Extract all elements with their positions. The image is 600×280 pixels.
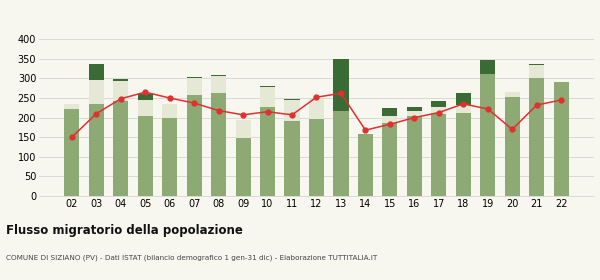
Bar xyxy=(64,109,79,196)
Bar xyxy=(284,121,299,196)
Bar xyxy=(236,120,251,138)
Bar xyxy=(64,104,79,109)
Bar xyxy=(89,64,104,80)
Bar xyxy=(407,111,422,116)
Text: Flusso migratorio della popolazione: Flusso migratorio della popolazione xyxy=(6,224,243,237)
Bar xyxy=(554,82,569,196)
Bar xyxy=(211,76,226,93)
Bar xyxy=(309,119,324,196)
Bar xyxy=(505,92,520,97)
Bar xyxy=(505,97,520,196)
Bar xyxy=(456,113,471,196)
Bar xyxy=(334,59,349,111)
Bar xyxy=(382,116,397,123)
Bar xyxy=(187,95,202,196)
Bar xyxy=(431,107,446,114)
Bar xyxy=(187,78,202,95)
Bar xyxy=(211,93,226,196)
Bar xyxy=(358,134,373,196)
Bar xyxy=(260,86,275,87)
Bar xyxy=(260,87,275,107)
Bar xyxy=(529,65,544,78)
Bar xyxy=(431,101,446,107)
Bar xyxy=(211,75,226,76)
Bar xyxy=(382,123,397,196)
Bar xyxy=(236,138,251,196)
Bar xyxy=(162,118,177,196)
Bar xyxy=(113,79,128,81)
Bar xyxy=(309,99,324,119)
Bar xyxy=(284,100,299,121)
Bar xyxy=(113,101,128,196)
Bar xyxy=(334,111,349,196)
Bar xyxy=(431,114,446,196)
Bar xyxy=(480,74,496,196)
Bar xyxy=(407,116,422,196)
Bar xyxy=(260,107,275,196)
Bar xyxy=(162,104,177,118)
Bar xyxy=(407,107,422,111)
Bar xyxy=(187,77,202,78)
Bar xyxy=(529,64,544,65)
Bar xyxy=(382,108,397,116)
Bar xyxy=(456,93,471,105)
Bar xyxy=(89,104,104,196)
Bar xyxy=(137,100,153,116)
Text: COMUNE DI SIZIANO (PV) - Dati ISTAT (bilancio demografico 1 gen-31 dic) - Elabor: COMUNE DI SIZIANO (PV) - Dati ISTAT (bil… xyxy=(6,255,377,261)
Bar xyxy=(480,60,496,74)
Bar xyxy=(137,94,153,100)
Bar xyxy=(113,81,128,101)
Bar xyxy=(89,80,104,104)
Bar xyxy=(284,99,299,100)
Bar xyxy=(456,105,471,113)
Bar xyxy=(529,78,544,196)
Bar xyxy=(137,116,153,196)
